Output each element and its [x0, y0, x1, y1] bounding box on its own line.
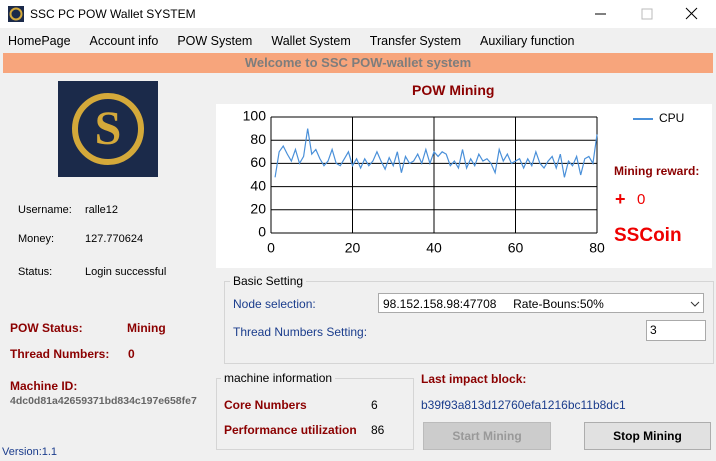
dropdown-arrow — [690, 301, 700, 307]
label: Thread Numbers: — [10, 347, 110, 361]
value: ralle12 — [85, 204, 119, 216]
stop-button[interactable]: Stop Mining — [584, 422, 711, 450]
label: Username: — [18, 204, 72, 216]
y-tick-label: 60 — [250, 154, 266, 170]
start-button: Start Mining — [423, 422, 551, 450]
banner: Welcome to SSC POW-wallet system — [3, 53, 713, 73]
svg-text:S: S — [95, 102, 122, 155]
label: Machine ID: — [10, 379, 78, 393]
value: 0 — [128, 347, 135, 361]
group-title: Basic Setting — [230, 274, 307, 288]
menu-item[interactable]: POW System — [177, 34, 253, 48]
node-select[interactable]: 98.152.158.98:47708 Rate-Bouns:50% — [378, 293, 704, 313]
group-box — [216, 378, 414, 450]
version: Version:1.1 — [2, 446, 58, 458]
window-title: SSC PC POW Wallet SYSTEM — [30, 7, 196, 21]
menu-item[interactable]: HomePage — [8, 34, 71, 48]
chart: 0 20 40 60 80 100 0 20 40 60 80 CPU — [216, 104, 712, 268]
x-tick-label: 80 — [589, 240, 605, 256]
x-tick-label: 20 — [345, 240, 361, 256]
label: Mining reward: — [614, 164, 700, 178]
value: 86 — [371, 423, 385, 437]
value: 0 — [637, 191, 646, 208]
y-tick-label: 80 — [250, 131, 266, 147]
menu-item[interactable]: Auxiliary function — [480, 34, 575, 48]
value: 127.770624 — [85, 233, 144, 245]
line — [274, 128, 598, 178]
x-tick-label: 60 — [508, 240, 524, 256]
unit: SSCoin — [614, 225, 682, 246]
label: POW Status: — [10, 321, 83, 335]
label: Thread Numbers Setting: — [233, 325, 368, 339]
menu-item[interactable]: Transfer System — [369, 34, 462, 48]
menu-bar: HomePage Account info POW System Wallet Sys… — [8, 34, 575, 48]
label: Node selection: — [233, 297, 316, 311]
legend-label: CPU — [659, 111, 684, 125]
sign: + — [615, 189, 626, 209]
x-tick-label: 40 — [426, 240, 442, 256]
thread-input[interactable]: 3 — [646, 320, 706, 341]
value: 6 — [371, 398, 378, 412]
logo: S — [58, 81, 158, 177]
x-tick-label: 0 — [267, 240, 275, 256]
label: Status: — [18, 266, 53, 278]
y-tick-label: 100 — [243, 108, 267, 124]
label: Core Numbers — [224, 398, 307, 412]
y-tick-label: 0 — [258, 224, 266, 240]
menu-item[interactable]: Account info — [89, 34, 159, 48]
value: b39f93a813d12760efa1216bc11b8dc1 — [421, 398, 626, 412]
window-controls[interactable] — [590, 6, 710, 22]
group-title: machine information — [221, 371, 336, 385]
y-tick-label: 40 — [250, 177, 266, 193]
label: Last impact block: — [421, 372, 527, 386]
menu-item[interactable]: Wallet System — [271, 34, 351, 48]
app-icon — [8, 6, 24, 22]
value: 4dc0d81a42659371bd834c197e658fe7 — [10, 395, 197, 407]
label: Money: — [18, 233, 55, 245]
label: Performance utilization — [224, 423, 357, 437]
value: Mining — [127, 321, 166, 335]
chart-title: POW Mining — [412, 82, 495, 98]
group-box — [224, 281, 714, 364]
y-tick-label: 20 — [250, 201, 266, 217]
value: Login successful — [85, 266, 167, 278]
